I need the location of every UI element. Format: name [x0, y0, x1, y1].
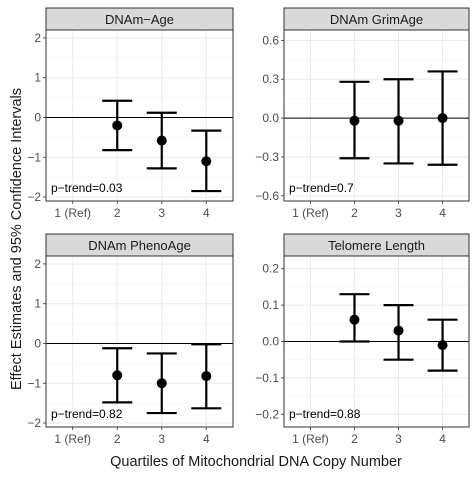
x-tick-label: 2 [114, 432, 121, 446]
x-tick-label: 2 [351, 432, 358, 446]
facet-title: DNAm PhenoAge [88, 238, 191, 253]
x-tick-label: 1 (Ref) [292, 432, 329, 446]
y-tick-label: −0.1 [255, 371, 279, 385]
panel-border [283, 255, 470, 428]
estimate-point [112, 370, 123, 381]
panel-border [283, 29, 470, 202]
panel-border [45, 255, 234, 428]
x-tick-label: 1 (Ref) [54, 206, 91, 220]
estimate-point [349, 115, 360, 126]
x-tick-label: 1 (Ref) [292, 206, 329, 220]
y-tick-label: 1 [34, 297, 41, 311]
estimate-point [349, 314, 360, 325]
y-tick-label: 2 [34, 31, 41, 45]
facet-panel: Telomere Length −0.2 −0.1 0.0 0.1 0.2 1 (Ref) 2… [255, 233, 470, 446]
y-tick-label: 0.2 [262, 262, 279, 276]
y-tick-label: −1 [27, 376, 41, 390]
y-tick-label: −0.3 [255, 150, 279, 164]
x-tick-label: 3 [158, 432, 165, 446]
estimate-point [201, 371, 212, 382]
y-tick-label: 0.0 [262, 335, 279, 349]
y-tick-label: −2 [27, 416, 41, 430]
x-tick-label: 3 [395, 206, 402, 220]
y-tick-label: 0.0 [262, 111, 279, 125]
p-trend-annotation: p−trend=0.82 [51, 407, 123, 421]
facet-panel: DNAm GrimAge −0.6 −0.3 0.0 0.3 0.6 1 (Ref) 2 3 4 p… [255, 7, 470, 220]
y-tick-label: −2 [27, 190, 41, 204]
estimate-point [201, 156, 212, 167]
x-tick-label: 3 [158, 206, 165, 220]
p-trend-annotation: p−trend=0.03 [51, 181, 123, 195]
estimate-point [156, 135, 167, 146]
estimate-point [393, 115, 404, 126]
x-tick-label: 4 [203, 206, 210, 220]
estimate-point [112, 120, 123, 131]
y-tick-label: −0.2 [255, 407, 279, 421]
y-axis-title: Effect Estimates and 95% Confidence Inte… [9, 88, 25, 390]
x-tick-label: 4 [439, 206, 446, 220]
estimate-point [437, 340, 448, 351]
x-tick-label: 2 [114, 206, 121, 220]
y-tick-label: 0 [34, 336, 41, 350]
y-tick-label: 0 [34, 110, 41, 124]
y-tick-label: −0.6 [255, 189, 279, 203]
y-tick-label: −1 [27, 150, 41, 164]
estimate-point [393, 325, 404, 336]
facet-title: DNAm GrimAge [330, 12, 423, 27]
p-trend-annotation: p−trend=0.88 [289, 407, 361, 421]
p-trend-annotation: p−trend=0.7 [289, 181, 354, 195]
x-tick-label: 2 [351, 206, 358, 220]
facet-panel: DNAm PhenoAge −2 −1 0 1 2 1 (Ref) 2 3 4 p−trend=0.… [27, 233, 234, 446]
facet-panel: DNAm−Age −2 −1 0 1 2 1 (Ref) 2 3 4 p−trend=0.03 [27, 7, 234, 220]
x-tick-label: 1 (Ref) [54, 432, 91, 446]
y-tick-label: 0.1 [262, 298, 279, 312]
x-axis-title: Quartiles of Mitochondrial DNA Copy Numb… [110, 454, 402, 470]
x-tick-label: 4 [203, 432, 210, 446]
estimate-point [437, 113, 448, 124]
estimate-point [156, 378, 167, 389]
x-tick-label: 4 [439, 432, 446, 446]
facet-title: DNAm−Age [105, 12, 174, 27]
y-tick-label: 1 [34, 71, 41, 85]
facet-title: Telomere Length [328, 238, 425, 253]
y-tick-label: 0.6 [262, 33, 279, 47]
x-tick-label: 3 [395, 432, 402, 446]
y-tick-label: 2 [34, 257, 41, 271]
panel-border [45, 29, 234, 202]
y-tick-label: 0.3 [262, 72, 279, 86]
